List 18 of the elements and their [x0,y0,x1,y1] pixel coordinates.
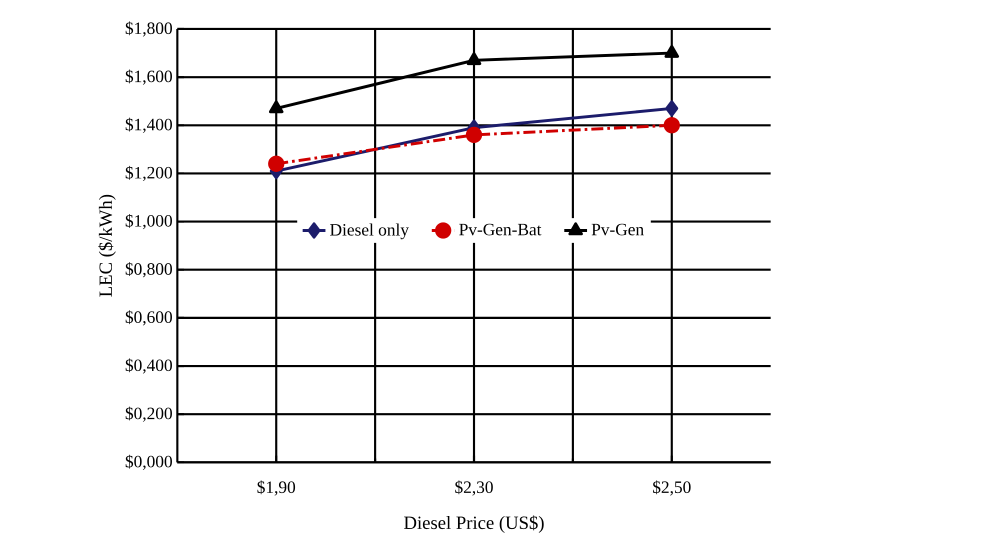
y-tick-label: $0,200 [126,406,172,422]
legend-label: Diesel only [330,223,409,240]
y-tick-label: $0,600 [126,310,172,326]
y-tick-label: $0,400 [126,358,172,374]
x-tick-label: $1,90 [257,480,296,496]
legend-label: Pv-Gen [592,224,644,236]
y-axis-title: LEC ($/kWh) [98,194,116,297]
y-tick-label: $0,000 [126,454,172,470]
x-tick-label: $2,30 [455,480,493,496]
y-tick-label: $1,400 [126,118,172,133]
y-tick-label: $0,800 [126,262,172,278]
y-tick-label: $1,200 [126,166,172,182]
y-tick-label: $1,600 [126,70,172,85]
y-tick-label: $1,000 [126,214,172,230]
legend-label: Pv-Gen-Bat [459,224,542,236]
x-axis-title: Diesel Price (US$) [404,515,544,533]
y-tick-label: $1,800 [126,21,172,37]
x-tick-label: $2,50 [653,480,691,496]
